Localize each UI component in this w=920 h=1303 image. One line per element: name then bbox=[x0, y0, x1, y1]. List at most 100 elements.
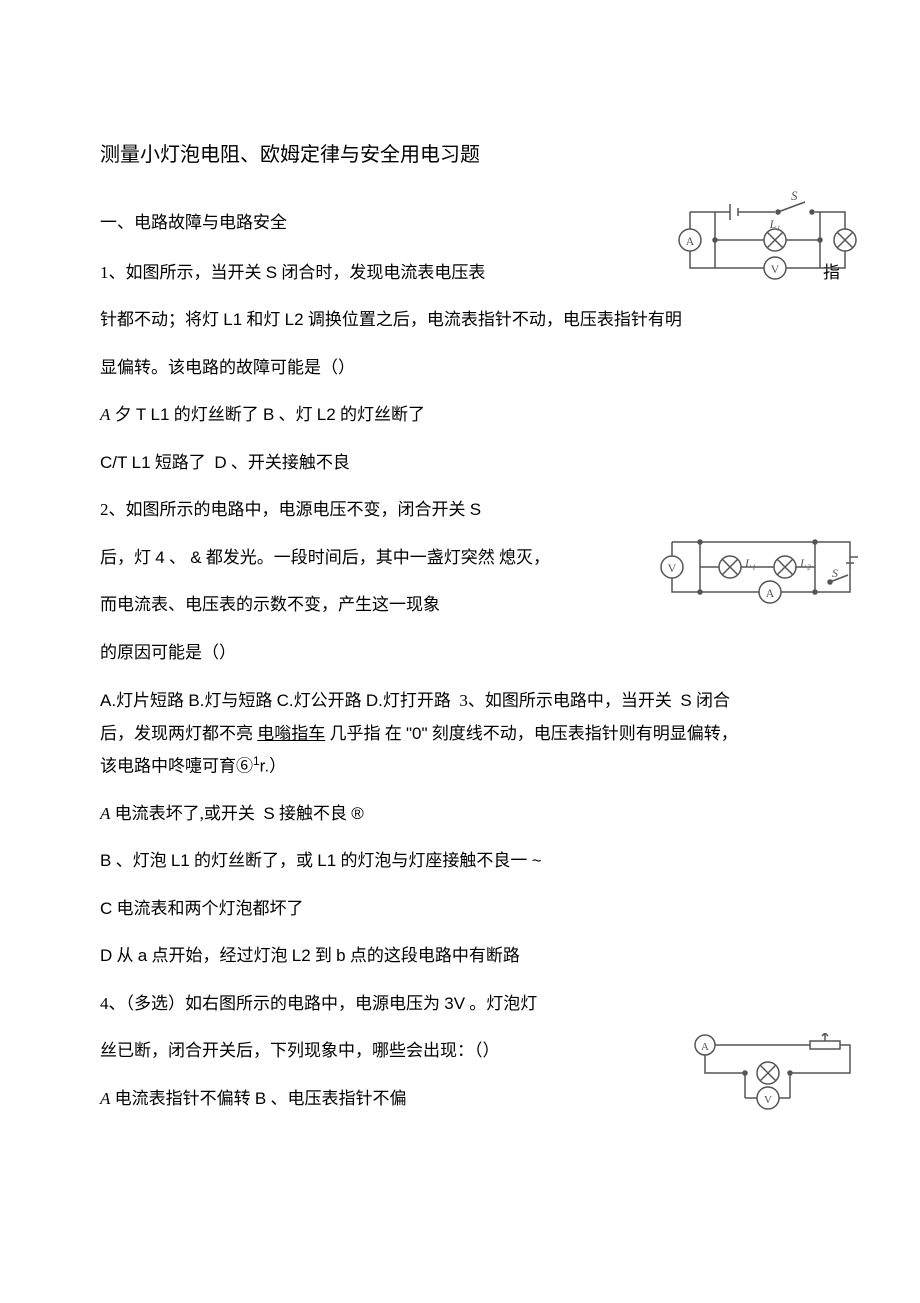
q4-line1: 4、（多选）如右图所示的电路中，电源电压为 3V 。灯泡灯 bbox=[100, 991, 820, 1017]
text: 该电路中咚嚏可育⑥ bbox=[100, 756, 253, 775]
text: 1、如图所示，当开关 bbox=[100, 263, 262, 282]
q3-option-c: C 电流表和两个灯泡都坏了 bbox=[100, 896, 820, 922]
text: L1 bbox=[151, 405, 170, 424]
text: 闭合 bbox=[696, 691, 730, 710]
text: 从 bbox=[117, 946, 134, 965]
document-page: 测量小灯泡电阻、欧姆定律与安全用电习题 一、电路故障与电路安全 S bbox=[0, 0, 920, 1303]
voltmeter-icon: V bbox=[771, 262, 780, 276]
text: A bbox=[100, 1089, 110, 1108]
text: 1 bbox=[253, 754, 260, 768]
text: L1 bbox=[171, 851, 190, 870]
text: 后，发现两灯都不亮 bbox=[100, 724, 253, 743]
text: "0" bbox=[406, 724, 428, 743]
text: 灯片短路 bbox=[116, 691, 184, 710]
text: 、灯 bbox=[279, 405, 313, 424]
question-2-row: V L₁ L₂ bbox=[100, 545, 820, 571]
text: r.） bbox=[260, 756, 286, 775]
question-1: S A L₁ bbox=[100, 260, 820, 286]
circuit-diagram-2: V L₁ L₂ bbox=[660, 527, 860, 607]
text: S bbox=[266, 263, 277, 282]
text: S bbox=[263, 804, 274, 823]
text: 短路了 bbox=[155, 453, 206, 472]
text: C/T bbox=[100, 453, 127, 472]
text: 灯公开路 bbox=[294, 691, 362, 710]
text: L1 bbox=[223, 310, 242, 329]
voltmeter-icon: V bbox=[764, 1094, 772, 1106]
text: D bbox=[100, 946, 112, 965]
text: 2、如图所示的电路中，电源电压不变，闭合开关 bbox=[100, 500, 466, 519]
text: 电流表指针不偏转 bbox=[115, 1089, 251, 1108]
ammeter-icon: A bbox=[766, 586, 775, 600]
label-l1: L₁ bbox=[769, 217, 781, 231]
label-l1: L₁ bbox=[744, 556, 756, 570]
text: 和灯 bbox=[246, 310, 280, 329]
text: B bbox=[255, 1089, 266, 1108]
text: D. bbox=[366, 691, 383, 710]
text: 到 bbox=[315, 946, 332, 965]
q1-option-a: A 夕 T L1 的灯丝断了 B 、灯 L2 的灯丝断了 bbox=[100, 402, 820, 428]
text: 的灯泡与灯座接触不良一 bbox=[340, 851, 527, 870]
text: 电嗡指车 bbox=[257, 724, 325, 743]
text: 的灯丝断了 bbox=[174, 405, 259, 424]
text: 针都不动；将灯 bbox=[100, 310, 219, 329]
q3-line2: 后，发现两灯都不亮 电嗡指车 几乎指 在 "0" 刻度线不动，电压表指针则有明显… bbox=[100, 720, 820, 749]
q2-line1: 2、如图所示的电路中，电源电压不变，闭合开关 S bbox=[100, 497, 820, 523]
text: ~ bbox=[532, 851, 542, 870]
text: B bbox=[263, 405, 274, 424]
text: 灯与短路 bbox=[204, 691, 272, 710]
text: A bbox=[100, 804, 110, 823]
voltmeter-icon: V bbox=[668, 561, 677, 575]
text: 4、（多选）如右图所示的电路中，电源电压为 bbox=[100, 994, 440, 1013]
text: a bbox=[138, 946, 147, 965]
q2-options: A.灯片短路 B.灯与短路 C.灯公开路 D.灯打开路 3、如图所示电路中，当开… bbox=[100, 687, 820, 716]
label-s: S bbox=[832, 566, 838, 580]
text: 点的这段电路中有断路 bbox=[350, 946, 520, 965]
text: 几乎指 在 bbox=[330, 724, 402, 743]
text: 。灯泡灯 bbox=[469, 994, 537, 1013]
text: b bbox=[336, 946, 345, 965]
text: B. bbox=[188, 691, 204, 710]
text: 都发光。一段时间后，其中一盏灯突然 熄灭， bbox=[206, 548, 550, 567]
q3-option-d: D 从 a 点开始，经过灯泡 L2 到 b 点的这段电路中有断路 bbox=[100, 943, 820, 969]
text: C bbox=[100, 899, 112, 918]
text: 电流表坏了,或开关 bbox=[115, 804, 255, 823]
text: S bbox=[680, 691, 691, 710]
text: 4 bbox=[155, 548, 164, 567]
ammeter-icon: A bbox=[686, 234, 695, 248]
text: 调换位置之后，电流表指针不动，电压表指针有明 bbox=[308, 310, 682, 329]
text: L2 bbox=[285, 310, 304, 329]
text: A. bbox=[100, 691, 116, 710]
text: S bbox=[470, 500, 481, 519]
text: L2 bbox=[292, 946, 311, 965]
label-l2: L₂ bbox=[799, 556, 811, 570]
text: B bbox=[100, 851, 111, 870]
q1-option-c: C/T L1 短路了 D 、开关接触不良 bbox=[100, 450, 820, 476]
text: 夕 bbox=[115, 405, 132, 424]
question-4-row: A V bbox=[100, 1038, 820, 1064]
text: 、 bbox=[169, 548, 186, 567]
q2-line4: 的原因可能是（） bbox=[100, 640, 820, 666]
text: D bbox=[214, 453, 226, 472]
q1-line2: 针都不动；将灯 L1 和灯 L2 调换位置之后，电流表指针不动，电压表指针有明 bbox=[100, 307, 820, 333]
text: 电流表和两个灯泡都坏了 bbox=[117, 899, 304, 918]
text: & bbox=[190, 548, 201, 567]
ammeter-icon: A bbox=[701, 1041, 709, 1053]
text: L2 bbox=[317, 405, 336, 424]
text: ® bbox=[351, 804, 364, 823]
text: 刻度线不动，电压表指针则有明显偏转， bbox=[432, 724, 738, 743]
q3-option-a: A 电流表坏了,或开关 S 接触不良 ® bbox=[100, 801, 820, 827]
page-title: 测量小灯泡电阻、欧姆定律与安全用电习题 bbox=[100, 140, 820, 170]
label-s: S bbox=[791, 190, 798, 203]
text: 接触不良 bbox=[279, 804, 347, 823]
q3-line3: 该电路中咚嚏可育⑥1r.） bbox=[100, 753, 820, 779]
text: 的灯丝断了，或 bbox=[194, 851, 313, 870]
text: L1 bbox=[317, 851, 336, 870]
text: T bbox=[136, 405, 146, 424]
text: 、电压表指针不偏 bbox=[270, 1089, 406, 1108]
text: 灯打开路 bbox=[383, 691, 451, 710]
text: 点开始，经过灯泡 bbox=[152, 946, 288, 965]
q3-option-b: B 、灯泡 L1 的灯丝断了，或 L1 的灯泡与灯座接触不良一 ~ bbox=[100, 848, 820, 874]
circuit-diagram-1: S A L₁ bbox=[675, 190, 860, 285]
circuit-diagram-4: A V bbox=[690, 1033, 860, 1113]
text: 后，灯 bbox=[100, 548, 151, 567]
